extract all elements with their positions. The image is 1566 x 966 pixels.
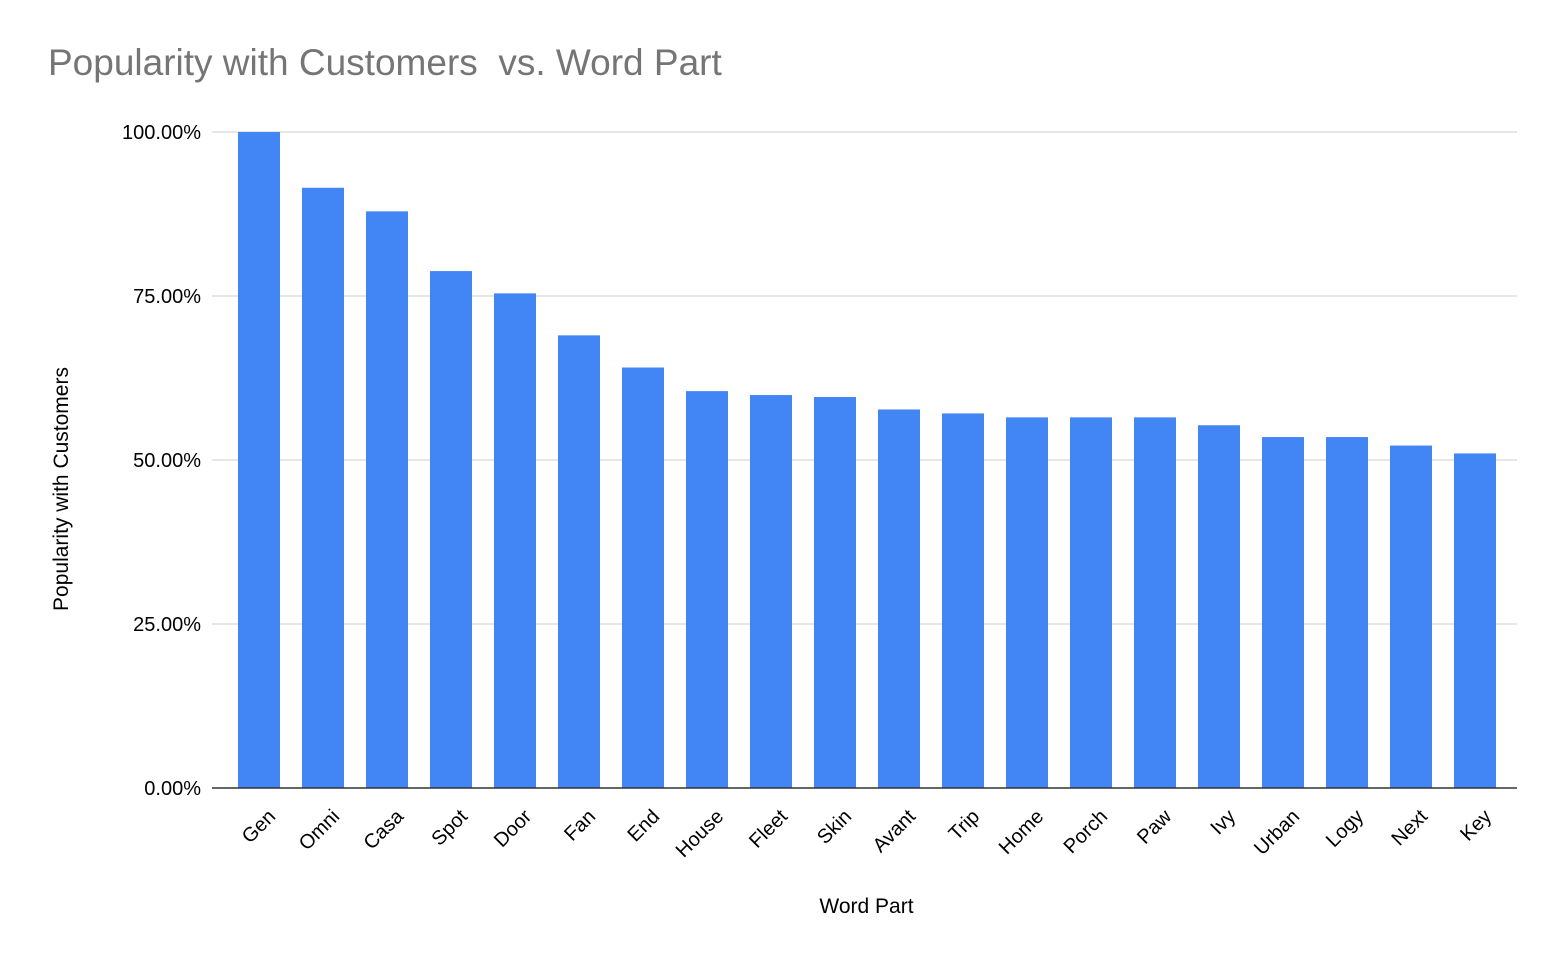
y-tick-label: 0.00% — [144, 778, 201, 800]
x-tick-label: Fleet — [745, 805, 792, 852]
bar-gen — [238, 132, 280, 788]
bar-avant — [878, 409, 920, 788]
bar-fleet — [750, 395, 792, 788]
bar-end — [622, 367, 664, 788]
bar-spot — [430, 271, 472, 788]
x-tick-label: Skin — [813, 806, 856, 849]
y-tick-label: 50.00% — [133, 450, 201, 472]
bar-trip — [942, 413, 984, 788]
x-tick-label: Avant — [869, 805, 921, 857]
x-tick-label: Porch — [1060, 806, 1113, 859]
y-tick-label: 25.00% — [133, 614, 201, 636]
x-tick-label: House — [672, 806, 728, 862]
y-tick-labels: 0.00% 25.00% 50.00% 75.00% 100.00% — [122, 122, 201, 800]
x-tick-label: Omni — [295, 806, 344, 855]
y-axis-label: Popularity with Customers — [50, 367, 73, 611]
bars — [238, 132, 1496, 789]
x-tick-label: Trip — [945, 806, 984, 845]
x-tick-label: Key — [1456, 806, 1496, 846]
bar-paw — [1134, 417, 1176, 788]
bar-home — [1006, 417, 1048, 788]
x-tick-label: Logy — [1322, 806, 1368, 852]
x-tick-label: Home — [995, 806, 1048, 859]
x-axis-label: Word Part — [819, 895, 913, 918]
x-tick-label: Urban — [1250, 806, 1304, 860]
bar-urban — [1262, 437, 1304, 788]
chart-title: Popularity with Customers vs. Word Part — [48, 42, 722, 83]
x-tick-label: Next — [1388, 805, 1433, 850]
x-tick-label: Spot — [427, 805, 472, 850]
bar-house — [686, 391, 728, 788]
x-tick-label: Paw — [1133, 805, 1176, 848]
bar-casa — [366, 211, 408, 789]
x-tick-label: End — [623, 806, 664, 847]
x-tick-label: Gen — [238, 806, 280, 848]
bar-next — [1390, 445, 1432, 788]
x-tick-label: Ivy — [1207, 806, 1241, 840]
bar-logy — [1326, 437, 1368, 788]
bar-fan — [558, 335, 600, 788]
bar-omni — [302, 187, 344, 788]
bar-key — [1454, 453, 1496, 788]
y-tick-label: 75.00% — [133, 286, 201, 308]
x-tick-labels: Gen Omni Casa Spot Door Fan End House Fleet Skin A… — [238, 805, 1496, 862]
bar-skin — [814, 397, 856, 788]
bar-porch — [1070, 417, 1112, 788]
x-tick-label: Door — [490, 805, 536, 851]
y-tick-label: 100.00% — [122, 122, 201, 144]
x-tick-label: Casa — [360, 805, 409, 854]
x-tick-label: Fan — [560, 806, 600, 846]
bar-door — [494, 293, 536, 788]
bar-ivy — [1198, 425, 1240, 788]
